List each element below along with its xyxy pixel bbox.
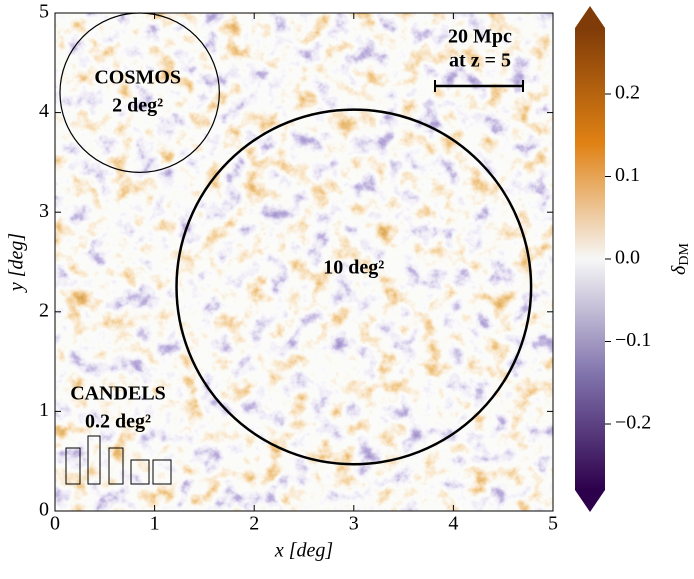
colorbar-extend-bottom xyxy=(575,490,605,512)
circle-label: COSMOS xyxy=(94,66,181,88)
x-tick-label: 2 xyxy=(249,513,259,535)
colorbar-tick-label: −0.1 xyxy=(615,329,651,351)
scale-bar-label: at z = 5 xyxy=(449,50,511,72)
plot-frame xyxy=(54,12,554,512)
candels-fields xyxy=(65,435,172,485)
colorbar-label: δDM xyxy=(668,243,693,275)
density-field xyxy=(55,13,553,511)
y-tick-label: 5 xyxy=(39,1,49,23)
x-tick-label: 1 xyxy=(150,513,160,535)
candels-label: CANDELS xyxy=(70,383,166,405)
y-axis-label: y [deg] xyxy=(6,233,28,293)
x-tick-label: 5 xyxy=(548,513,558,535)
colorbar-extend-top xyxy=(575,6,605,28)
colorbar-tick-label: 0.1 xyxy=(615,164,640,186)
colorbar-tick-label: −0.2 xyxy=(615,412,651,434)
colorbar-label-main: δ xyxy=(668,265,690,275)
survey-circle xyxy=(175,108,533,466)
colorbar-label-sub: DM xyxy=(677,243,692,266)
x-tick-label: 0 xyxy=(50,513,60,535)
y-tick-label: 3 xyxy=(39,200,49,222)
circle-label: 10 deg² xyxy=(323,256,384,278)
x-tick-label: 3 xyxy=(349,513,359,535)
survey-circle xyxy=(59,12,220,173)
y-tick-label: 4 xyxy=(39,100,49,122)
x-tick-label: 4 xyxy=(448,513,458,535)
y-tick-label: 0 xyxy=(39,499,49,521)
colorbar-tick-label: 0.2 xyxy=(615,82,640,104)
y-tick-label: 1 xyxy=(39,399,49,421)
y-tick-label: 2 xyxy=(39,299,49,321)
scale-bar-label: 20 Mpc xyxy=(448,26,512,48)
circle-label: 2 deg² xyxy=(112,94,163,116)
colorbar-tick-label: 0.0 xyxy=(615,247,640,269)
colorbar xyxy=(575,28,605,490)
x-axis-label: x [deg] xyxy=(274,540,333,562)
candels-label: 0.2 deg² xyxy=(85,411,151,433)
